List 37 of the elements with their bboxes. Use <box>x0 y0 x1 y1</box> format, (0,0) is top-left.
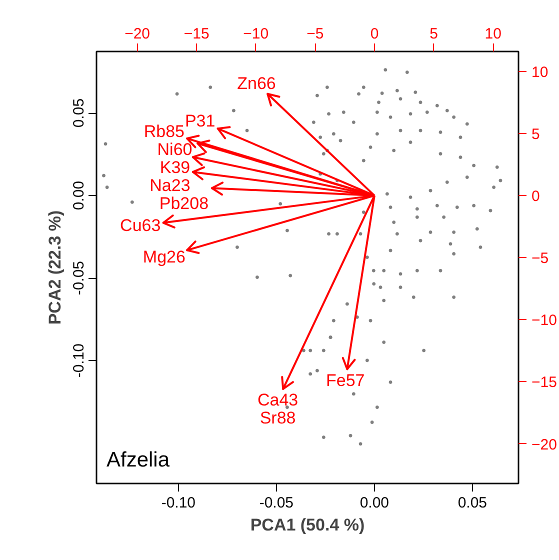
y2-tick-label: −10 <box>532 312 557 330</box>
y-axis-title: PCA2 (22.3 %) <box>46 210 64 325</box>
y2-tick-label: 10 <box>532 64 548 81</box>
y2-tick-label: −20 <box>532 436 557 454</box>
x-tick-label: 0.05 <box>458 494 488 512</box>
annotation: K39 <box>160 158 190 177</box>
annotation: Rb85 <box>144 122 185 141</box>
x2-tick-label: 10 <box>484 26 502 42</box>
y2-tick-label: −5 <box>532 250 549 268</box>
annotation: Pb208 <box>159 194 209 213</box>
annotation: Zn66 <box>237 74 276 93</box>
annotation: P31 <box>184 111 216 130</box>
y-tick-label: 0.05 <box>70 98 88 128</box>
x2-tick-label: 0 <box>370 26 379 42</box>
annotation: Ni60 <box>157 140 192 159</box>
y2-tick-label: 0 <box>532 188 540 205</box>
y2-tick-label: −15 <box>532 374 557 392</box>
y-tick-label: -0.10 <box>70 343 88 378</box>
x2-tick-label: 5 <box>430 26 438 42</box>
x2-tick-label: −20 <box>124 26 150 42</box>
annotation: Ca43 <box>257 390 298 410</box>
y2-tick-label: 5 <box>532 126 540 143</box>
x-tick-label: -0.10 <box>161 494 196 512</box>
x2-tick-label: −5 <box>306 26 324 42</box>
annotation: Fe57 <box>326 371 365 390</box>
annotation: Sr88 <box>260 408 296 428</box>
annotation: Na23 <box>150 176 190 195</box>
x-axis-title: PCA1 (50.4 %) <box>250 516 365 534</box>
annotation: Mg26 <box>142 247 186 266</box>
x-tick-label: -0.05 <box>259 494 294 512</box>
annotation: Afzelia <box>106 448 170 472</box>
y-tick-label: 0.00 <box>70 180 88 210</box>
y-tick-label: -0.05 <box>70 260 88 296</box>
annotation: Cu63 <box>120 216 161 236</box>
x2-tick-label: −15 <box>184 26 210 42</box>
x2-tick-label: −10 <box>243 26 269 42</box>
x-tick-label: 0.00 <box>360 494 390 512</box>
